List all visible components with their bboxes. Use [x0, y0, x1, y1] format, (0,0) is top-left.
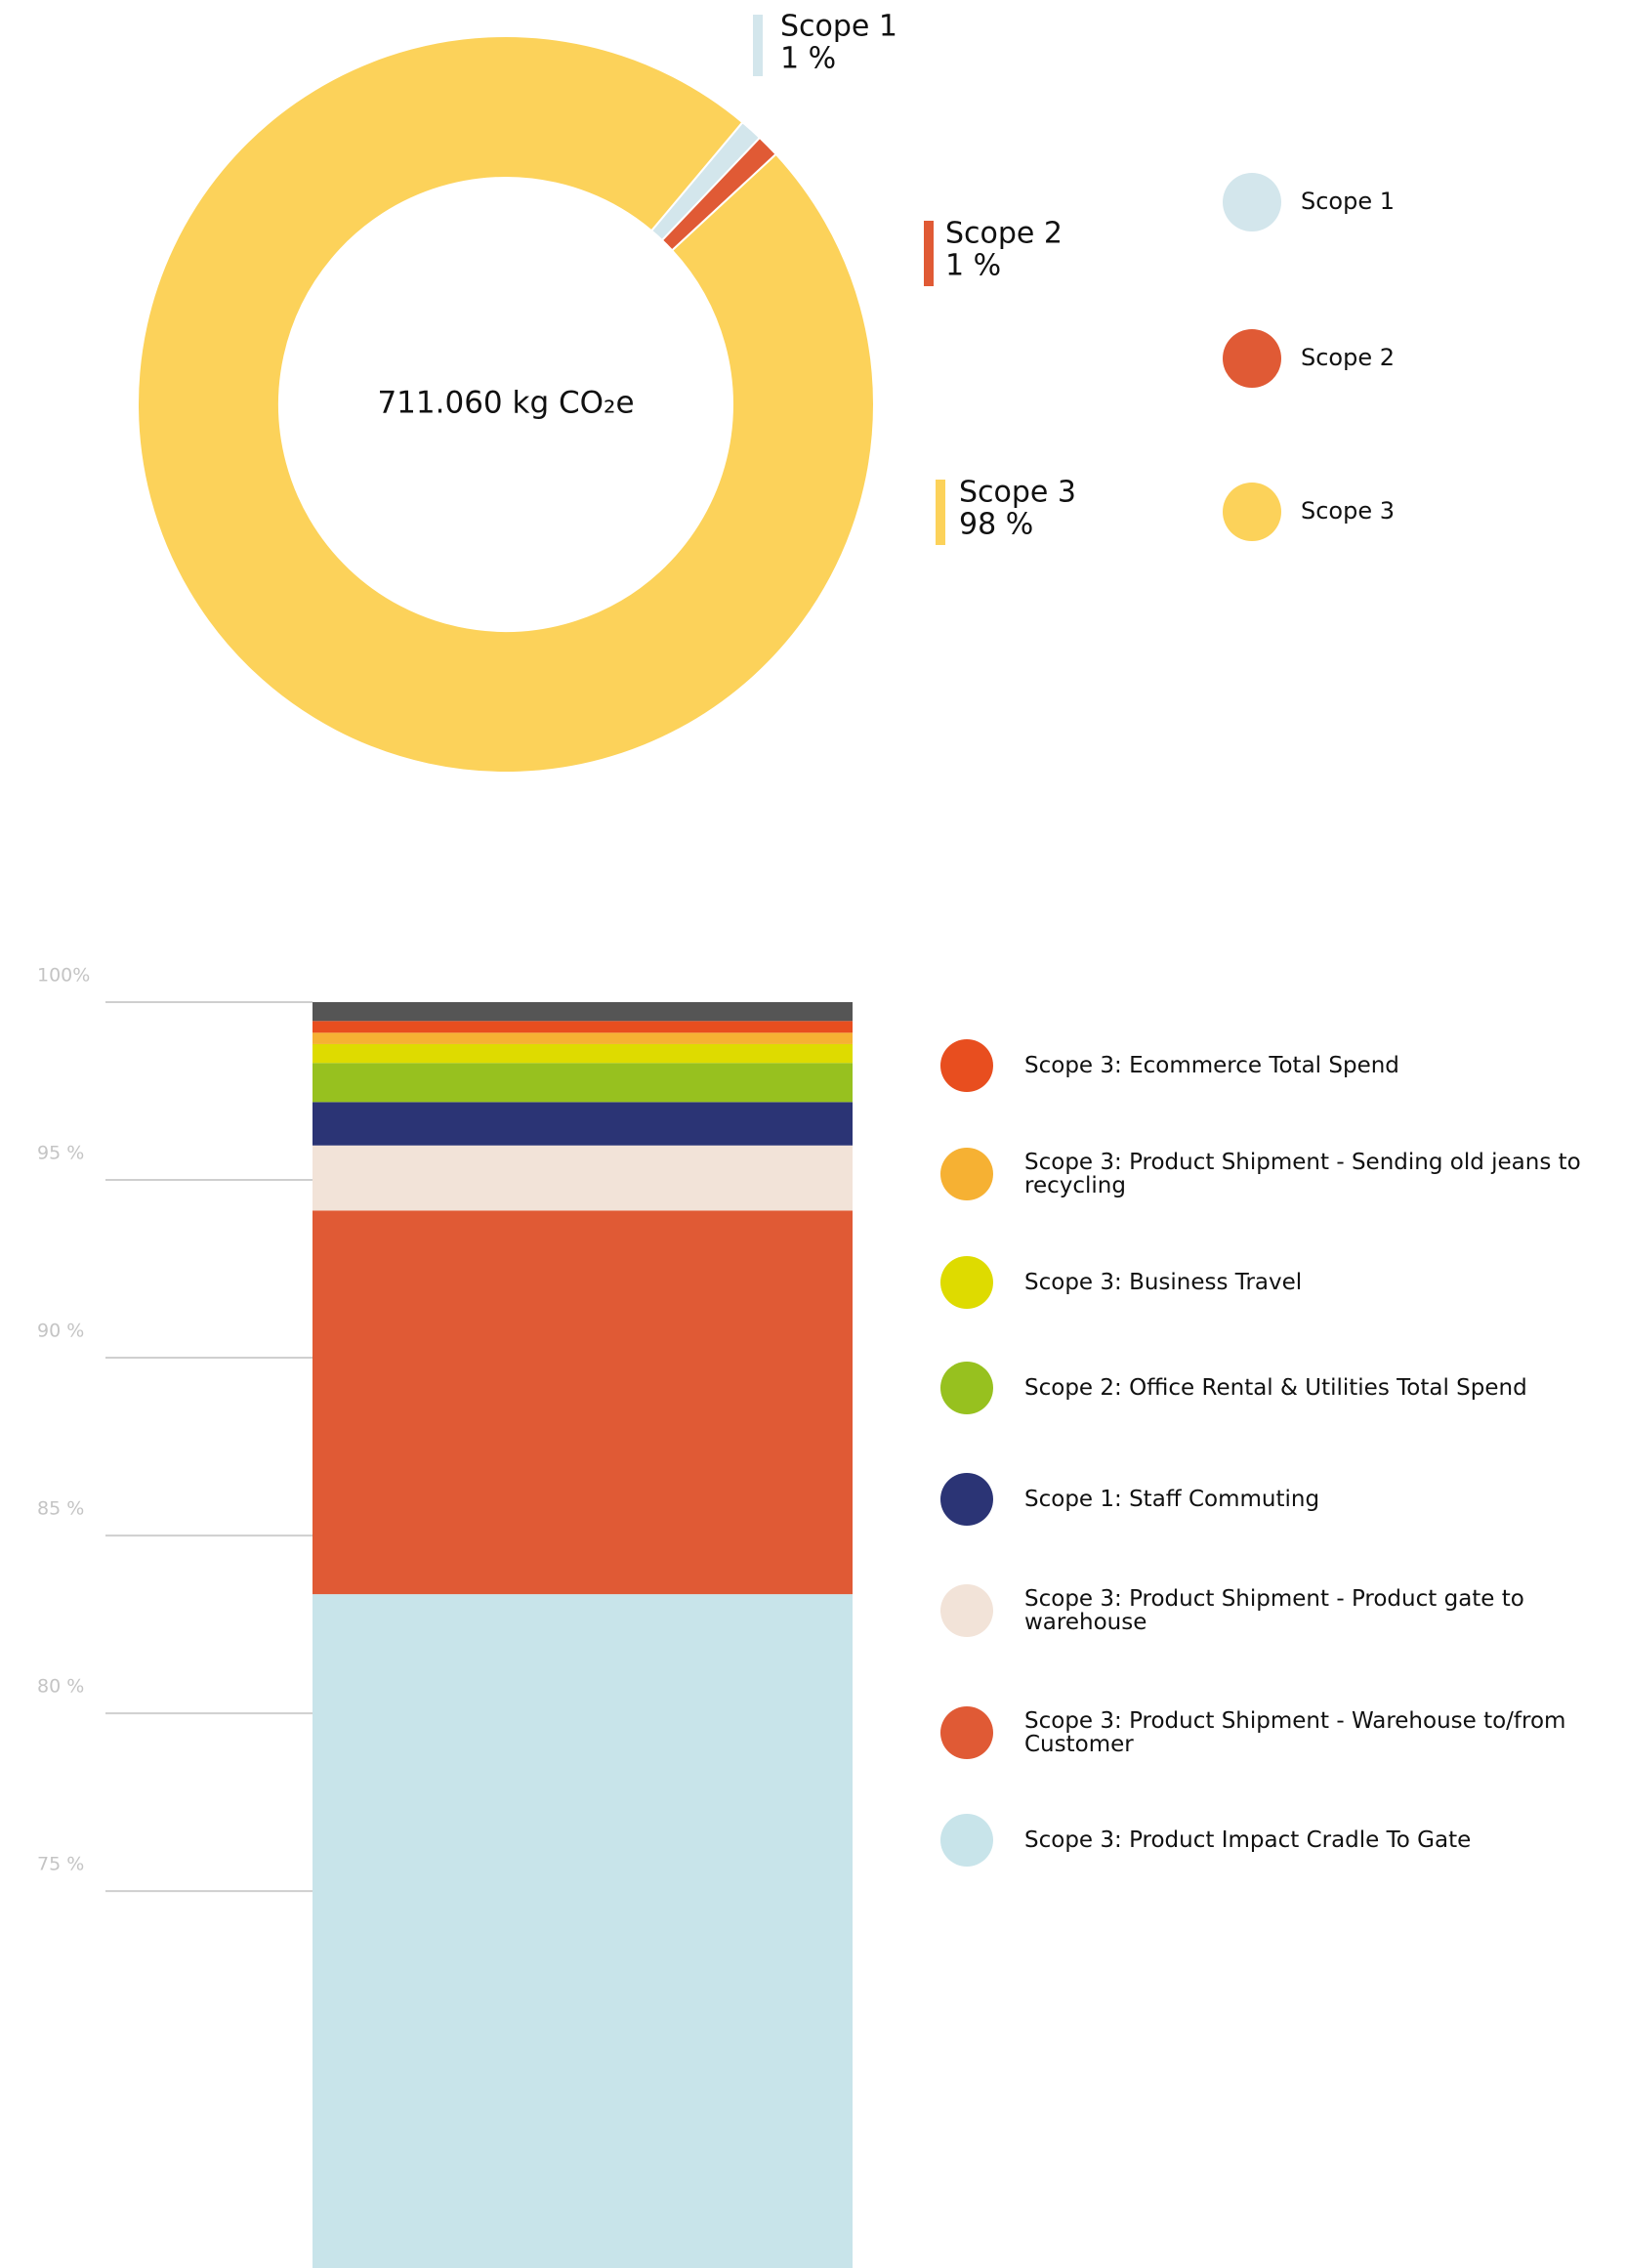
- legend-dot: [940, 1362, 993, 1414]
- callout-bar: [924, 221, 934, 286]
- y-tick-label: 80 %: [37, 1676, 84, 1698]
- callout-label: Scope 3: [959, 476, 1076, 510]
- legend-dot: [940, 1814, 993, 1867]
- y-tick-label: 90 %: [37, 1321, 84, 1342]
- bar-segment: [313, 1063, 853, 1103]
- bar-segment: [313, 1032, 853, 1044]
- legend-dot: [940, 1473, 993, 1526]
- legend-label: Scope 3: Product Impact Cradle To Gate: [1024, 1827, 1472, 1853]
- y-tick-label: 95 %: [37, 1143, 84, 1164]
- bar-segment: [313, 1210, 853, 1595]
- legend-dot: [940, 1706, 993, 1759]
- y-tick-label: 75 %: [37, 1854, 84, 1875]
- legend-label: Scope 1: Staff Commuting: [1024, 1487, 1320, 1512]
- legend-dot: [940, 1584, 993, 1637]
- legend-label: Scope 3: [1301, 497, 1395, 525]
- callout-label: Scope 1: [780, 10, 897, 44]
- bar-segment: [313, 1145, 853, 1211]
- value-label: 1 %: [945, 249, 1001, 283]
- legend-dot: [940, 1039, 993, 1092]
- legend-dot: [1223, 329, 1281, 388]
- y-tick-label: 100%: [37, 965, 90, 987]
- value-label: 98 %: [959, 508, 1033, 542]
- bar-segment: [313, 1102, 853, 1146]
- value-label: 1 %: [780, 42, 836, 76]
- y-tick-label: 85 %: [37, 1498, 84, 1520]
- legend-label: Scope 2: Office Rental & Utilities Total…: [1024, 1375, 1527, 1401]
- legend-label: Scope 3: Product Shipment - Sending old …: [1024, 1150, 1581, 1198]
- legend-dot: [940, 1148, 993, 1200]
- legend-label: Scope 2: [1301, 344, 1395, 371]
- bar-segment: [313, 1043, 853, 1064]
- legend-label: Scope 3: Business Travel: [1024, 1270, 1303, 1295]
- legend-dot: [940, 1256, 993, 1309]
- callout-bar: [753, 15, 763, 76]
- legend-label: Scope 3: Product Shipment - Warehouse to…: [1024, 1708, 1566, 1757]
- center-text: 711.060 kg CO₂e: [377, 386, 634, 421]
- pie-slice: [136, 35, 875, 774]
- legend-dot: [1223, 173, 1281, 231]
- legend-dot: [1223, 483, 1281, 541]
- legend-label: Scope 3: Ecommerce Total Spend: [1024, 1053, 1399, 1078]
- callout-label: Scope 2: [945, 217, 1063, 251]
- bar-segment: [313, 1021, 853, 1033]
- bar-segment: [313, 1002, 853, 1022]
- callout-bar: [936, 480, 945, 545]
- legend-label: Scope 1: [1301, 188, 1395, 215]
- legend-label: Scope 3: Product Shipment - Product gate…: [1024, 1586, 1524, 1635]
- bar-segment: [313, 1594, 853, 2268]
